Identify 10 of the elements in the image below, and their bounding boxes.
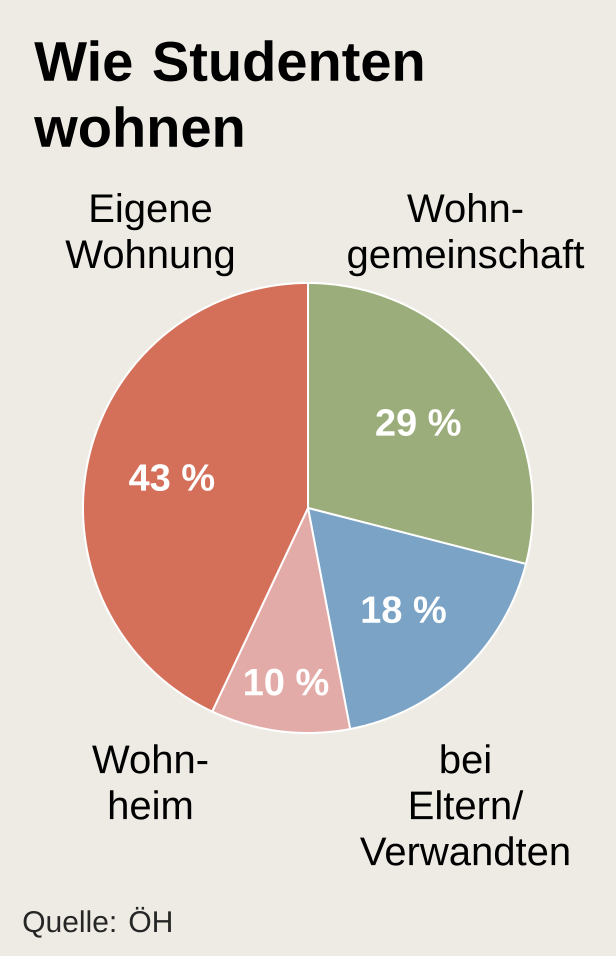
data-label: 29 % bbox=[376, 409, 460, 436]
data-label: 18 % bbox=[362, 596, 446, 624]
slice-label: Wohn- gemeinschaft bbox=[348, 193, 584, 276]
chart-title: Wie Studenten wohnen bbox=[34, 40, 422, 148]
data-label: 10 % bbox=[245, 668, 328, 696]
data-label: 43 % bbox=[129, 464, 214, 492]
slice-label: Eigene Wohnung bbox=[65, 193, 234, 276]
slice-label: Wohn- heim bbox=[92, 744, 208, 820]
source-note: Quelle: ÖH bbox=[24, 906, 171, 938]
slice-label: bei Eltern/ Verwandten bbox=[360, 744, 569, 866]
